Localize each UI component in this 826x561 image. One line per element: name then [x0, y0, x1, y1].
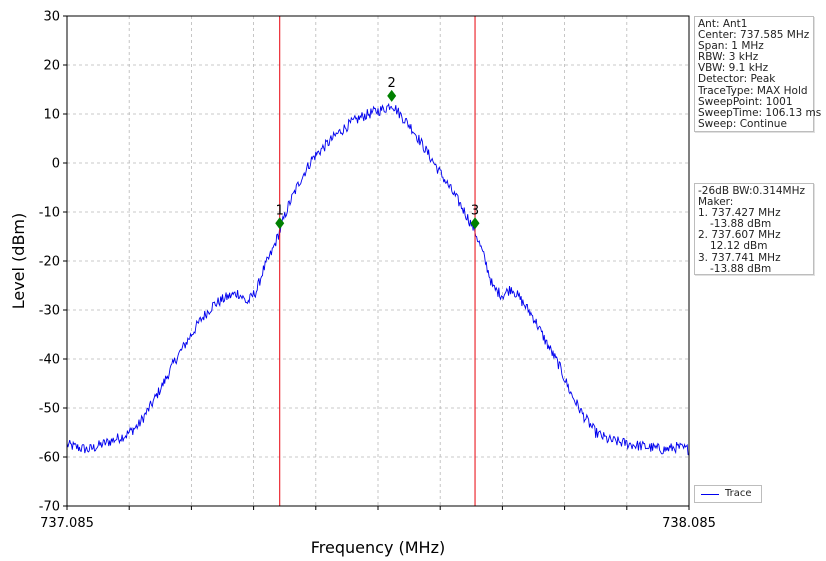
- marker-results-box: -26dB BW:0.314MHz Maker: 1. 737.427 MHz …: [694, 183, 814, 275]
- marker-3-frequency: 3. 737.741 MHz: [698, 251, 781, 264]
- y-tick-label: -50: [39, 402, 60, 417]
- setting-antenna: Ant: Ant1: [698, 18, 748, 30]
- y-tick-label: -60: [39, 451, 60, 466]
- setting-center: Center: 737.585 MHz: [698, 29, 810, 42]
- marker-1-level: -13.88 dBm: [710, 218, 772, 231]
- setting-span: Span: 1 MHz: [698, 40, 764, 53]
- occupied-bandwidth: -26dB BW:0.314MHz: [698, 185, 806, 197]
- y-tick-label: 0: [52, 157, 60, 172]
- y-tick-label: -10: [39, 206, 60, 221]
- y-axis-title: Level (dBm): [9, 213, 28, 310]
- marker-2-level: 12.12 dBm: [710, 240, 768, 253]
- y-tick-label: -40: [39, 353, 60, 368]
- legend: Trace: [694, 485, 762, 503]
- x-tick-label-end: 738.085: [662, 516, 716, 531]
- y-tick-label: 20: [43, 59, 60, 74]
- setting-vbw: VBW: 9.1 kHz: [698, 62, 769, 75]
- y-tick-label: 10: [43, 108, 60, 123]
- setting-rbw: RBW: 3 kHz: [698, 51, 759, 64]
- marker-3-label: 3: [471, 203, 479, 218]
- analyzer-settings-box: Ant: Ant1 Center: 737.585 MHz Span: 1 MH…: [694, 16, 822, 132]
- marker-2-label: 2: [388, 76, 396, 91]
- setting-detector: Detector: Peak: [698, 73, 776, 86]
- y-tick-label: -30: [39, 304, 60, 319]
- plot-frame: [66, 15, 690, 507]
- setting-trace-type: TraceType: MAX Hold: [698, 84, 808, 97]
- maker-title: Maker:: [698, 196, 734, 209]
- x-tick-label-start: 737.085: [40, 516, 94, 531]
- setting-sweep-mode: Sweep: Continue: [698, 117, 787, 130]
- marker-3-point: [470, 217, 480, 230]
- marker-2-point: [387, 89, 397, 102]
- setting-sweep-point: SweepPoint: 1001: [698, 95, 793, 108]
- marker-1-frequency: 1. 737.427 MHz: [698, 207, 781, 220]
- y-tick-label: -70: [39, 500, 60, 515]
- marker-2-frequency: 2. 737.607 MHz: [698, 229, 781, 242]
- y-tick-label: 30: [43, 10, 60, 25]
- y-tick-label: -20: [39, 255, 60, 270]
- marker-3-level: -13.88 dBm: [710, 262, 772, 275]
- trace-line: [66, 102, 690, 456]
- marker-1-point: [275, 217, 285, 230]
- marker-1-label: 1: [276, 203, 284, 218]
- legend-label: Trace: [725, 488, 752, 499]
- setting-sweep-time: SweepTime: 106.13 ms: [698, 106, 822, 119]
- legend-line-swatch: [701, 494, 719, 495]
- x-axis-title: Frequency (MHz): [311, 538, 445, 557]
